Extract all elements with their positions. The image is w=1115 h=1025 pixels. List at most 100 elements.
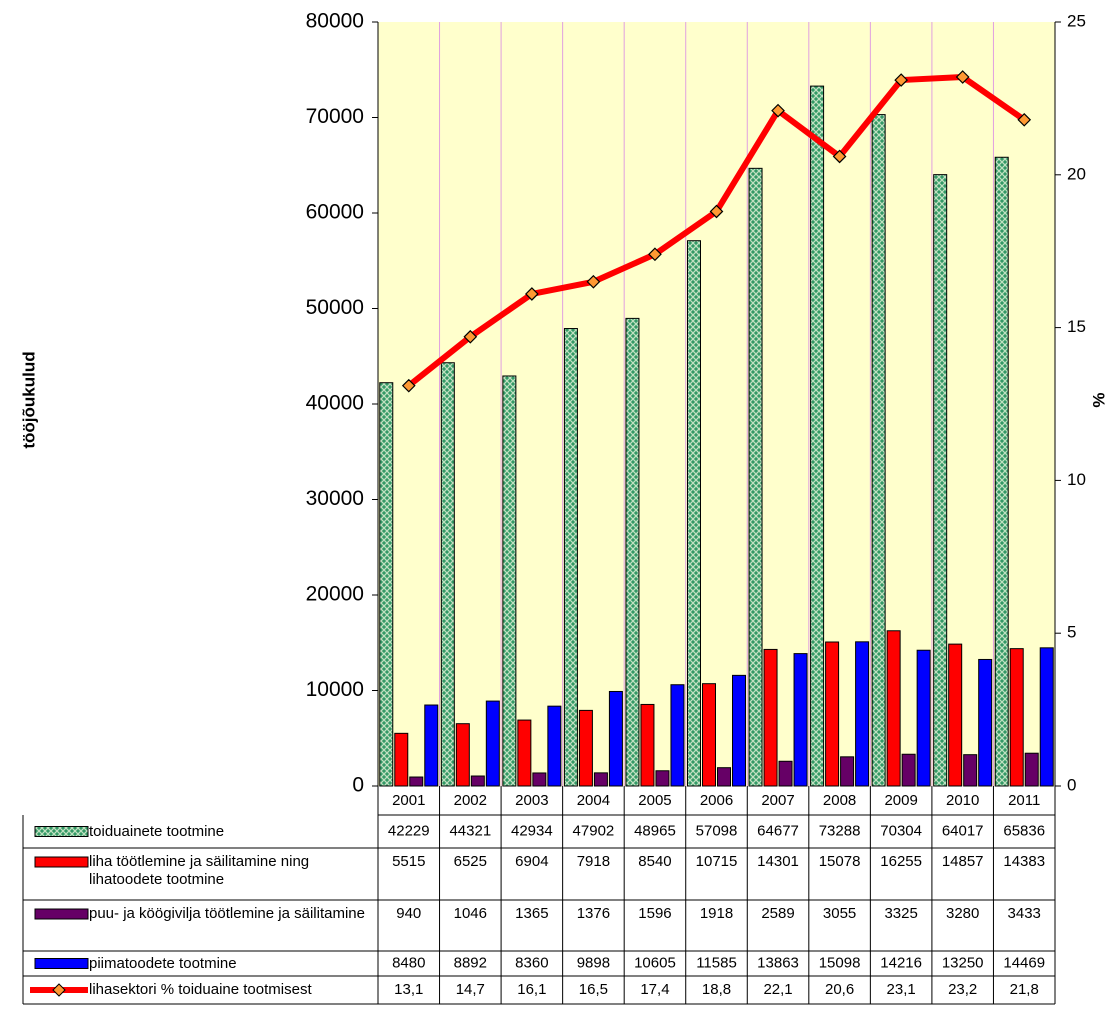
bar [886, 630, 901, 787]
table-value: 23,1 [887, 981, 916, 998]
marker [586, 274, 601, 289]
bar [440, 362, 455, 787]
bar [963, 754, 978, 787]
table-value: 44321 [449, 822, 491, 839]
table-value: 23,2 [948, 981, 977, 998]
bar [409, 776, 424, 787]
table-value: 64017 [942, 822, 984, 839]
legend-key [34, 908, 89, 920]
bar [608, 690, 623, 787]
bar [379, 382, 394, 787]
legend-label: lihasektori % toiduaine tootmisest [89, 981, 312, 998]
bar [687, 240, 701, 787]
table-value: 15078 [819, 853, 861, 870]
table-value: 14,7 [456, 981, 485, 998]
legend-key [34, 856, 89, 868]
table-value: 3325 [884, 905, 917, 922]
bar [793, 653, 808, 787]
table-value: 10605 [634, 954, 676, 971]
table-value: 13,1 [394, 981, 423, 998]
table-value: 8480 [392, 954, 425, 971]
table-value: 940 [396, 905, 421, 922]
table-value: 16,5 [579, 981, 608, 998]
table-value: 21,8 [1010, 981, 1039, 998]
bar [732, 674, 746, 787]
legend-key [34, 826, 89, 837]
table-value: 17,4 [640, 981, 669, 998]
y-tick-label: 70000 [306, 105, 364, 128]
bar [717, 767, 731, 787]
table-value: 64677 [757, 822, 799, 839]
table-value: 10715 [696, 853, 738, 870]
bar [578, 709, 593, 787]
table-value: 1918 [700, 905, 733, 922]
table-value: 18,8 [702, 981, 731, 998]
table-value: 14383 [1003, 853, 1045, 870]
table-value: 13250 [942, 954, 984, 971]
bar [670, 684, 685, 787]
table-value: 14216 [880, 954, 922, 971]
bar [563, 328, 578, 787]
bar [948, 643, 963, 787]
table-value: 1596 [638, 905, 671, 922]
table-value: 22,1 [763, 981, 792, 998]
table-value: 6904 [515, 853, 548, 870]
marker [832, 149, 847, 164]
x-tick-label: 2010 [946, 792, 979, 809]
bar [840, 756, 855, 787]
table-value: 3055 [823, 905, 856, 922]
bar [748, 167, 763, 787]
marker [955, 70, 970, 84]
x-tick-label: 2006 [700, 792, 733, 809]
table-value: 47902 [573, 822, 615, 839]
legend-label: puu- ja köögivilja töötlemine ja säilita… [89, 905, 365, 922]
table-value: 6525 [454, 853, 487, 870]
x-tick-label: 2003 [515, 792, 548, 809]
x-tick-label: 2009 [884, 792, 917, 809]
table-value: 65836 [1003, 822, 1045, 839]
bar [933, 174, 948, 787]
y-tick-label: 80000 [306, 10, 364, 33]
bar [978, 658, 993, 787]
marker [1017, 112, 1032, 127]
table-value: 57098 [696, 822, 738, 839]
table-value: 3433 [1008, 905, 1041, 922]
bar [1039, 647, 1054, 787]
table-value: 11585 [696, 954, 737, 971]
y-tick-label: 10000 [306, 678, 364, 701]
y-tick-label: 60000 [306, 201, 364, 224]
table-value: 2589 [761, 905, 794, 922]
marker [771, 103, 785, 118]
bar [424, 704, 439, 787]
bar [655, 770, 670, 787]
table-value: 20,6 [825, 981, 854, 998]
y2-tick-label: 5 [1067, 623, 1076, 642]
bar [871, 114, 886, 787]
table-value: 15098 [819, 954, 861, 971]
bar [455, 723, 470, 787]
bar [640, 703, 655, 787]
y2-tick-label: 15 [1067, 317, 1086, 336]
table-value: 16,1 [517, 981, 546, 998]
marker [709, 204, 724, 219]
table-value: 1046 [454, 905, 487, 922]
table-value: 14469 [1003, 954, 1045, 971]
table-value: 16255 [880, 853, 922, 870]
y2-tick-label: 20 [1067, 164, 1086, 183]
table-value: 1376 [577, 905, 610, 922]
bar [994, 156, 1009, 787]
table-value: 73288 [819, 822, 861, 839]
bar [532, 772, 547, 787]
marker [401, 378, 416, 393]
table-value: 5515 [392, 853, 425, 870]
bar [517, 719, 532, 787]
legend-label: piimatoodete tootmine [89, 954, 237, 972]
legend-label: liha töötlemine ja säilitamine ning liha… [89, 853, 310, 888]
x-tick-label: 2004 [577, 792, 610, 809]
bar [916, 649, 931, 787]
table-value: 8360 [515, 954, 548, 971]
x-tick-label: 2001 [392, 792, 425, 809]
y-tick-label: 30000 [306, 487, 364, 510]
bar [1009, 648, 1024, 787]
